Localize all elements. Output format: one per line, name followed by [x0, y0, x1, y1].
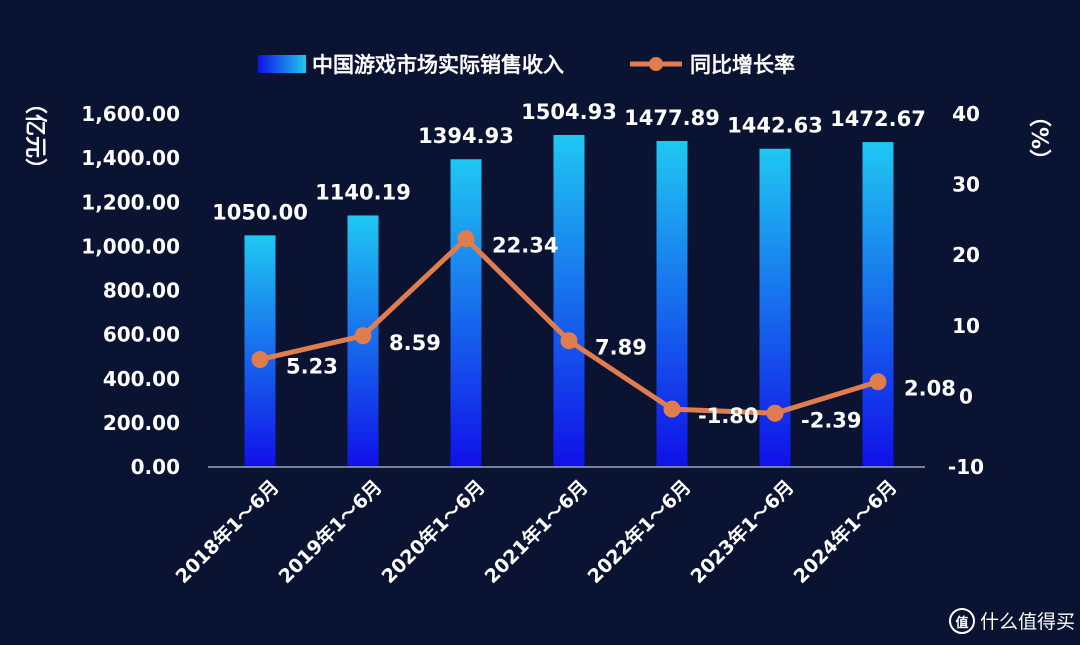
left-tick-label: 400.00	[103, 367, 180, 391]
x-axis-labels: 2018年1～6月2019年1～6月2020年1～6月2021年1～6月2022…	[171, 475, 902, 588]
growth-line	[251, 230, 887, 422]
bar-value-label: 1394.93	[418, 124, 514, 148]
left-tick-label: 1,600.00	[81, 102, 180, 126]
x-tick-label: 2021年1～6月	[480, 475, 593, 588]
left-tick-label: 1,200.00	[81, 190, 180, 214]
legend-bar-label: 中国游戏市场实际销售收入	[312, 53, 564, 77]
zhi-logo-icon	[949, 608, 975, 634]
left-tick-label: 1,400.00	[81, 146, 180, 170]
bar	[862, 142, 894, 468]
legend: 中国游戏市场实际销售收入 同比增长率	[258, 53, 795, 77]
growth-point	[869, 373, 887, 391]
left-tick-label: 1,000.00	[81, 234, 180, 258]
bar-value-label: 1472.67	[830, 107, 926, 131]
growth-point	[457, 230, 475, 248]
x-tick-label: 2023年1～6月	[686, 475, 799, 588]
growth-value-label: 8.59	[389, 331, 441, 355]
left-tick-label: 800.00	[103, 279, 180, 303]
growth-value-label: 2.08	[904, 377, 956, 401]
x-tick-label: 2024年1～6月	[789, 475, 902, 588]
left-tick-label: 600.00	[103, 323, 180, 347]
legend-line-marker	[649, 57, 663, 71]
legend-line-label: 同比增长率	[690, 53, 795, 77]
right-tick-label: 30	[952, 173, 980, 197]
line-data-labels: 5.23 8.59 22.34 7.89 -1.80 -2.39 2.08	[286, 234, 956, 433]
left-tick-label: 0.00	[131, 455, 180, 479]
right-axis-unit: （%）	[1026, 105, 1051, 171]
growth-value-label: 22.34	[492, 234, 558, 258]
growth-point	[251, 350, 269, 368]
legend-bar-swatch	[258, 55, 306, 73]
growth-point	[560, 332, 578, 350]
bar	[553, 134, 585, 467]
growth-value-label: 7.89	[595, 336, 647, 360]
x-tick-label: 2018年1～6月	[171, 475, 284, 588]
growth-value-label: 5.23	[286, 354, 338, 378]
growth-point	[354, 327, 372, 345]
bar-data-labels: 1050.00 1140.19 1394.93 1504.93 1477.89 1442.…	[212, 100, 926, 224]
bar	[450, 159, 482, 467]
right-tick-label: 10	[952, 314, 980, 338]
right-tick-label: 0	[959, 384, 973, 408]
right-tick-label: 40	[952, 102, 980, 126]
left-axis-ticks: 0.00 200.00 400.00 600.00 800.00 1,000.00 1,20…	[81, 102, 180, 479]
left-axis-unit: （亿元）	[22, 92, 47, 180]
x-tick-label: 2019年1～6月	[274, 475, 387, 588]
x-tick-label: 2020年1～6月	[377, 475, 490, 588]
right-axis-ticks: -10 0 10 20 30 40	[948, 102, 984, 479]
left-tick-label: 200.00	[103, 411, 180, 435]
bars	[244, 134, 894, 468]
right-tick-label: -10	[948, 455, 984, 479]
growth-value-label: -1.80	[698, 404, 759, 428]
growth-point	[766, 404, 784, 422]
bar-value-label: 1477.89	[624, 106, 720, 130]
bar-value-label: 1050.00	[212, 200, 308, 224]
zhi-logo-glyph: 值	[955, 615, 968, 631]
watermark-text: 什么值得买	[980, 611, 1075, 633]
x-tick-label: 2022年1～6月	[583, 475, 696, 588]
growth-value-label: -2.39	[801, 408, 862, 432]
growth-point	[663, 400, 681, 418]
bar-value-label: 1442.63	[727, 114, 823, 138]
bar	[656, 140, 688, 467]
bar-value-label: 1504.93	[521, 100, 617, 124]
watermark: 值 什么值得买	[949, 608, 1075, 634]
right-tick-label: 20	[952, 243, 980, 267]
bar-value-label: 1140.19	[315, 180, 411, 204]
